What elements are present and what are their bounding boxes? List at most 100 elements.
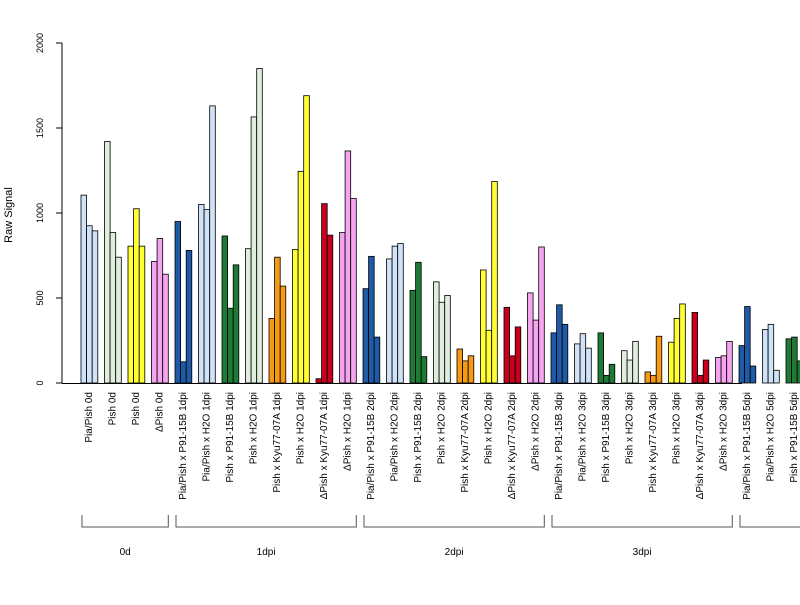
bar [203,209,211,384]
bar [115,256,122,384]
bar [785,338,792,384]
bar [509,355,516,384]
timepoint-bracket [363,515,545,528]
bar [232,264,240,384]
x-tick-label: Pish x Kyu77-07A 3dpi [648,392,659,493]
bar [462,360,469,384]
x-tick-label: Pia/Pish x P91-15B 3dpi [554,392,565,500]
bar [796,360,800,384]
bar [80,194,87,384]
y-tick-label: 0 [35,380,45,385]
bar [603,374,610,384]
bar [321,203,328,384]
x-tick-label: Pish x P91-15B 5dpi [789,392,800,483]
x-tick-labels: Pia/Pish 0d Pish 0d Pish 0d ΔPish 0d Pia/Pis… [84,392,800,500]
bar [444,295,451,384]
timepoint-label: 2dpi [445,547,464,558]
bar [391,245,399,384]
bar [198,204,205,384]
bar [744,306,751,384]
bar [738,345,745,384]
timepoint-label: 3dpi [633,547,652,558]
bar [485,329,493,384]
x-tick-label: Pish x H2O 1dpi [295,392,306,464]
bar [109,232,117,384]
x-tick-label: Pia/Pish x H2O 3dpi [577,392,588,482]
bar [644,371,651,384]
timepoint-bracket [81,515,169,528]
bar [339,232,346,384]
bar [597,332,604,384]
x-tick-label: Pish x Kyu77-07A 2dpi [460,392,471,493]
bar [702,359,710,384]
bar [767,323,775,384]
x-tick-label: Pia/Pish x H2O 2dpi [389,392,400,482]
bar [91,230,99,384]
bar [227,307,234,384]
timepoint-label: 1dpi [257,547,276,558]
x-tick-label: Pia/Pish x P91-15B 2dpi [366,392,377,500]
bar [673,317,681,384]
bar [180,361,187,384]
bar [373,336,381,384]
bar [538,246,545,384]
bar [585,347,592,384]
bar [315,378,322,384]
x-tick-label: Pish x P91-15B 2dpi [413,392,424,483]
bar [274,256,281,384]
bar [480,269,487,384]
bar [715,357,722,384]
bar [527,292,534,384]
timepoint-bracket [175,515,357,528]
bar [679,303,686,384]
x-tick-label: Pish 0d [107,392,118,425]
bars [80,68,800,384]
x-tick-label: Pish x H2O 1dpi [248,392,259,464]
x-tick-label: ΔPish x Kyu77-07A 2dpi [507,392,518,499]
bar [221,235,228,384]
x-tick-label: ΔPish x Kyu77-07A 3dpi [695,392,706,499]
bar [209,105,216,384]
bar [104,141,111,384]
bar [438,301,446,384]
y-tick-label: 1500 [35,118,45,138]
bar [655,335,663,384]
bar [162,273,169,384]
bar [133,208,140,384]
bar [726,340,733,384]
x-tick-label: ΔPish x Kyu77-07A 1dpi [319,392,330,499]
bar [514,326,522,384]
x-tick-label: ΔPish x H2O 2dpi [530,392,541,471]
bar [245,248,252,384]
y-axis: 0 500 1000 1500 2000 [35,33,63,386]
bar [279,285,287,384]
x-tick-label: ΔPish x H2O 3dpi [718,392,729,471]
bar [749,365,757,384]
x-tick-label: Pish x H2O 3dpi [671,392,682,464]
bar [503,306,510,384]
bar [632,340,639,384]
timepoint-label: 0d [120,547,131,558]
bar [151,261,158,384]
bar [362,288,369,384]
bar [691,312,698,384]
bar [303,95,310,384]
x-tick-label: Pia/Pish 0d [84,392,95,443]
x-tick-label: Pish x H2O 2dpi [436,392,447,464]
bar [773,369,780,384]
bar [156,238,164,384]
x-tick-label: Pish x P91-15B 3dpi [601,392,612,483]
bar [791,336,798,384]
y-tick-label: 2000 [35,33,45,53]
bar [409,289,416,384]
bar [456,348,463,384]
x-tick-label: ΔPish x H2O 1dpi [342,392,353,471]
x-tick-label: Pia/Pish x P91-15B 5dpi [742,392,753,500]
bar [138,245,146,384]
bar [174,221,181,384]
bar [250,116,258,384]
bar [697,374,704,384]
x-tick-label: Pish x H2O 3dpi [624,392,635,464]
